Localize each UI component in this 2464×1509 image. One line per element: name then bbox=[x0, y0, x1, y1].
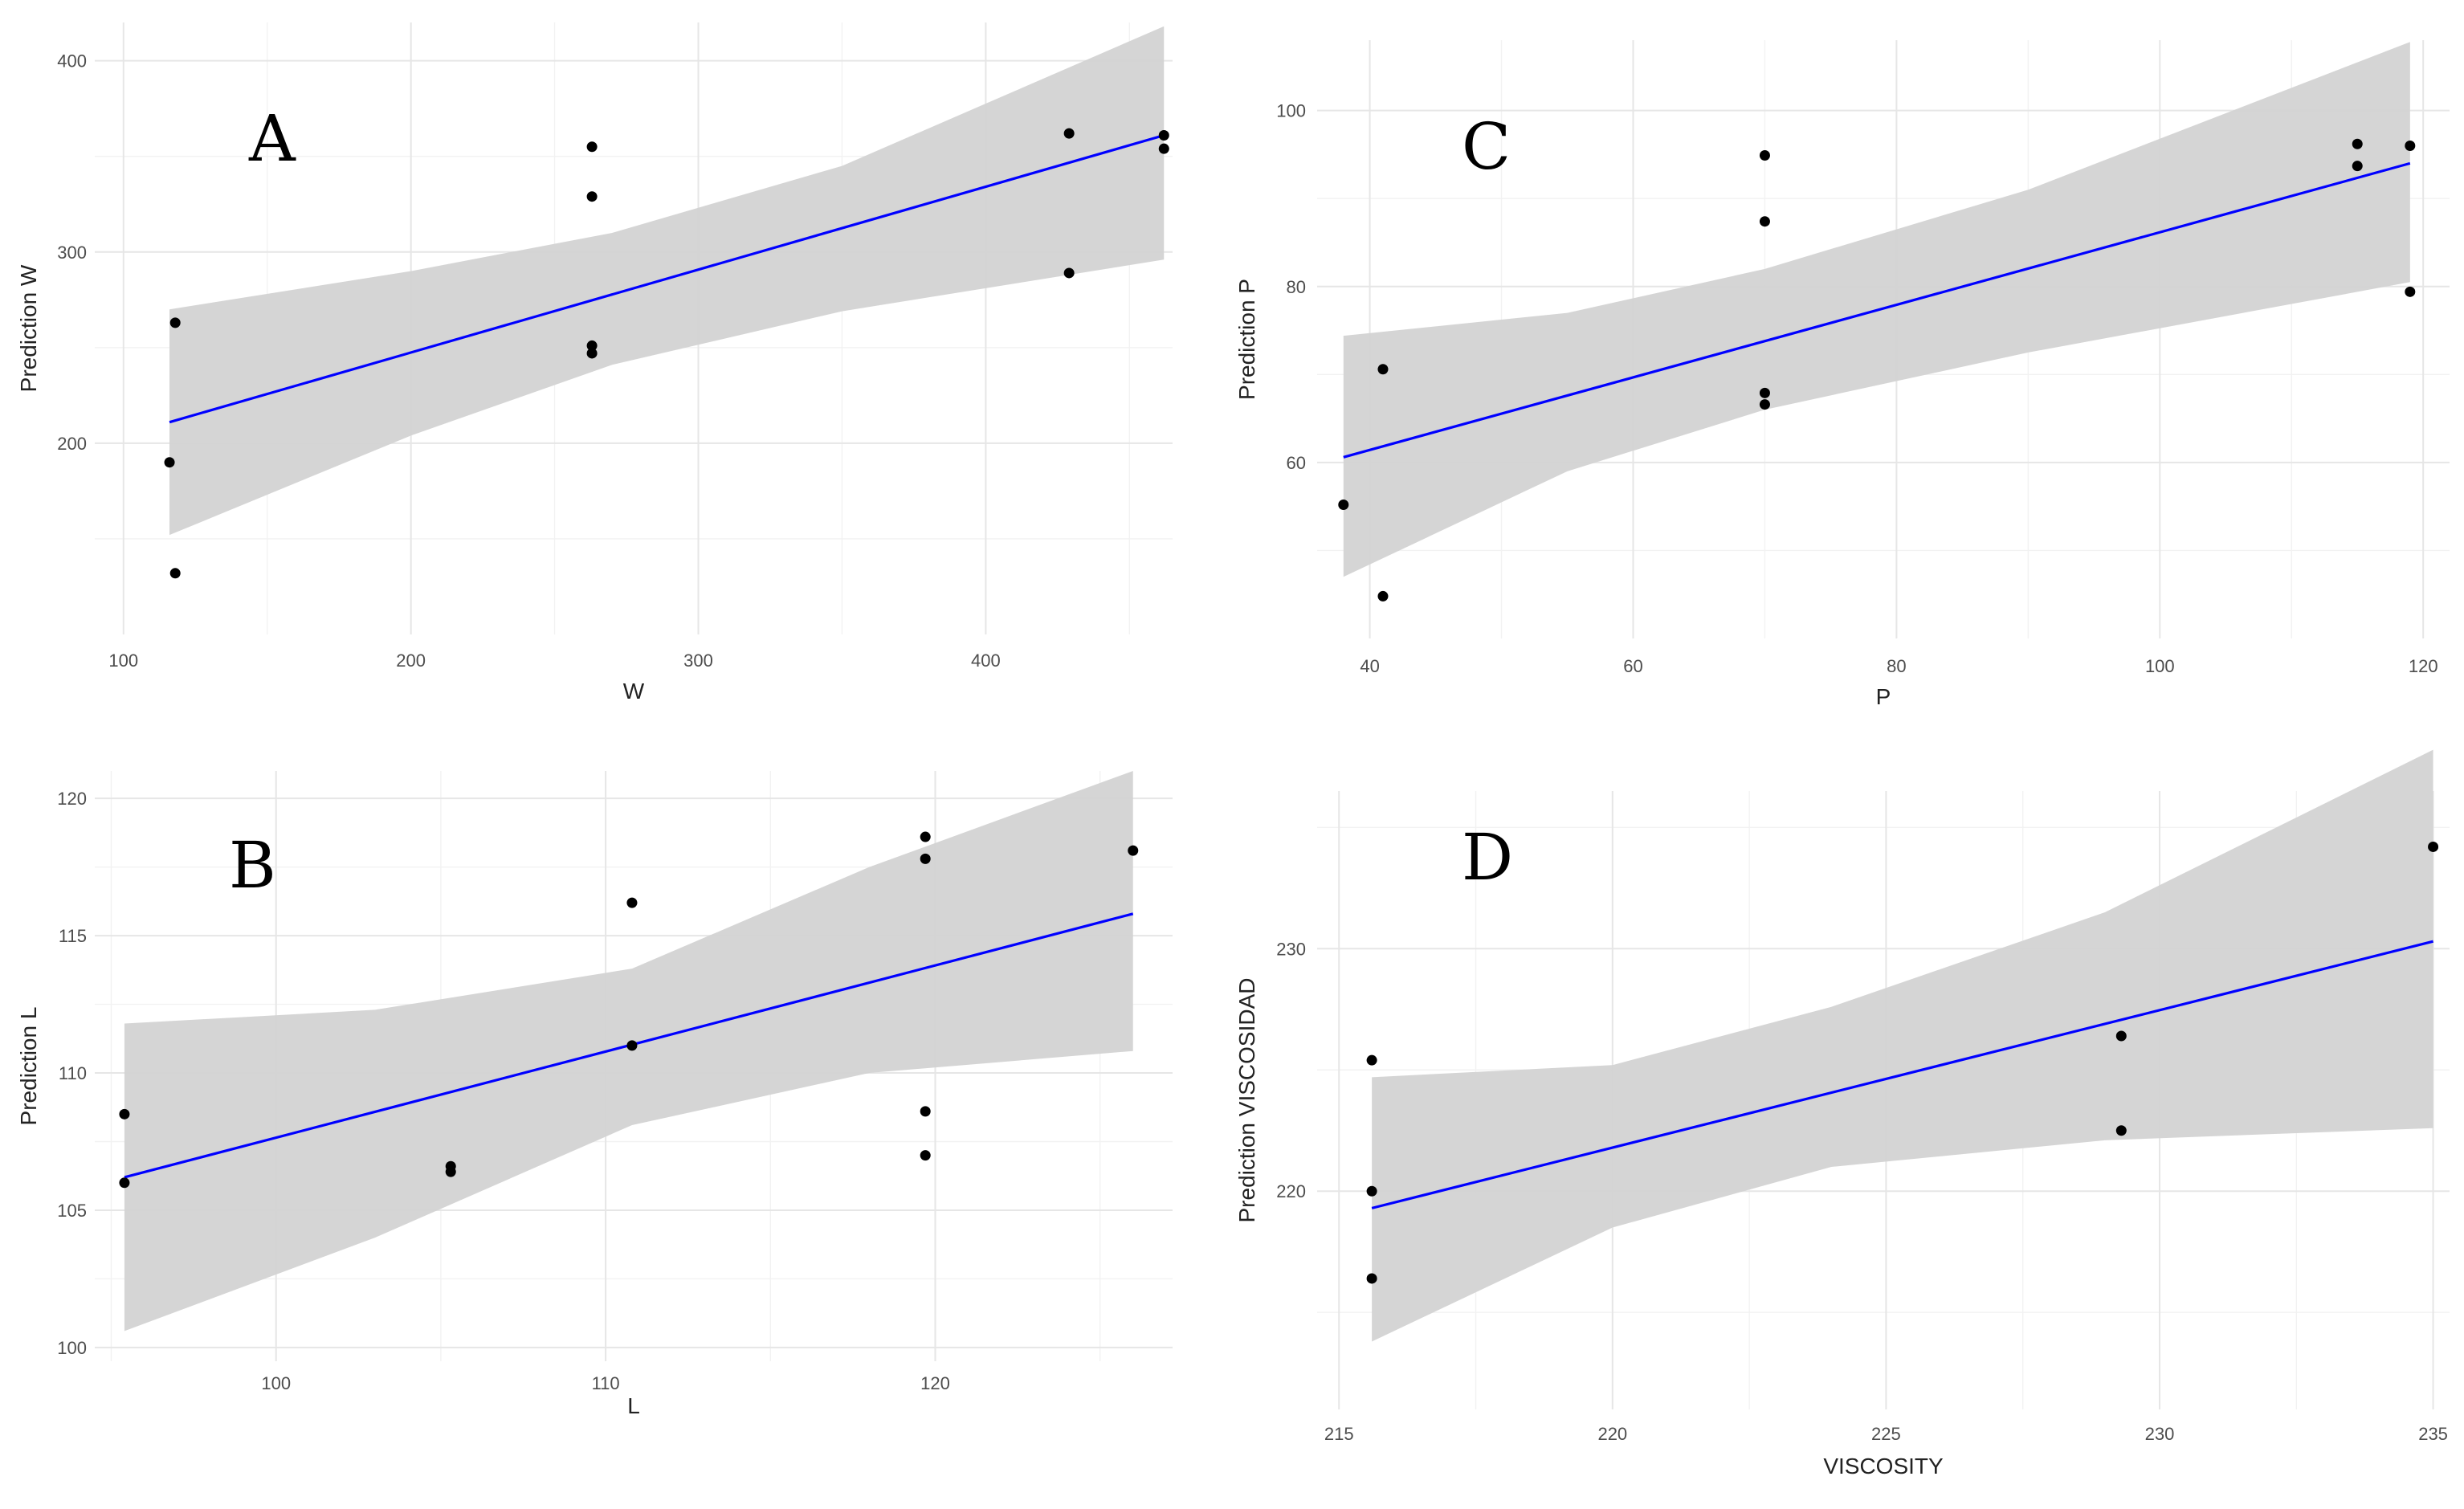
data-point bbox=[2405, 140, 2416, 151]
data-point bbox=[1377, 590, 1389, 602]
chart-c-svg: 40 60 80 100 120 60 80 100 P Prediction P C bbox=[1234, 40, 2450, 709]
data-point bbox=[164, 457, 175, 468]
x-tick-label: 215 bbox=[1324, 1424, 1354, 1444]
y-tick-label: 60 bbox=[1287, 453, 1306, 473]
y-tick-label: 100 bbox=[57, 1338, 87, 1358]
data-point bbox=[1158, 143, 1169, 154]
x-axis-title: L bbox=[627, 1393, 640, 1418]
x-tick-label: 40 bbox=[1360, 656, 1379, 676]
y-tick-label: 400 bbox=[57, 51, 87, 71]
y-tick-label: 110 bbox=[59, 1063, 87, 1083]
data-point bbox=[920, 853, 931, 864]
data-point bbox=[1338, 499, 1349, 510]
x-tick-label: 235 bbox=[2418, 1424, 2448, 1444]
data-point bbox=[586, 141, 598, 153]
y-tick-label: 200 bbox=[57, 434, 87, 454]
x-axis-title: P bbox=[1876, 684, 1891, 709]
chart-b-svg: 100 110 120 100 105 110 115 120 L Prediction L B bbox=[16, 771, 1173, 1418]
y-tick-label: 105 bbox=[57, 1201, 87, 1221]
data-point bbox=[1063, 128, 1075, 139]
data-point bbox=[445, 1166, 456, 1177]
data-point bbox=[626, 897, 638, 908]
y-tick-label: 100 bbox=[1276, 101, 1306, 121]
data-point bbox=[1366, 1054, 1377, 1066]
data-point bbox=[920, 831, 931, 842]
x-tick-label: 230 bbox=[2145, 1424, 2175, 1444]
x-tick-label: 100 bbox=[108, 651, 138, 671]
y-tick-label: 80 bbox=[1287, 277, 1306, 297]
data-point bbox=[169, 317, 181, 328]
data-point bbox=[586, 340, 598, 351]
data-point bbox=[2352, 138, 2363, 149]
chart-panel-b: 100 110 120 100 105 110 115 120 L Prediction L B bbox=[0, 727, 1189, 1425]
x-tick-label: 220 bbox=[1597, 1424, 1627, 1444]
x-tick-label: 120 bbox=[920, 1373, 950, 1393]
x-tick-label: 400 bbox=[971, 651, 1001, 671]
chart-a-svg: 100 200 300 400 200 300 400 W Prediction W A bbox=[16, 22, 1173, 704]
data-point bbox=[119, 1177, 130, 1189]
x-tick-label: 60 bbox=[1623, 656, 1642, 676]
data-point bbox=[920, 1106, 931, 1117]
data-point bbox=[2405, 286, 2416, 297]
chart-panel-a: 100 200 300 400 200 300 400 W Prediction W A bbox=[0, 0, 1189, 715]
confidence-band bbox=[124, 771, 1133, 1332]
data-point bbox=[1063, 267, 1075, 279]
regression-line bbox=[1343, 161, 2411, 459]
y-axis-title: Prediction P bbox=[1234, 279, 1259, 400]
y-tick-label: 300 bbox=[57, 243, 87, 263]
y-tick-label: 220 bbox=[1276, 1181, 1306, 1201]
data-point bbox=[586, 191, 598, 202]
data-point bbox=[626, 1040, 638, 1051]
panel-letter: B bbox=[229, 828, 276, 903]
x-tick-label: 300 bbox=[683, 651, 713, 671]
data-point bbox=[1366, 1273, 1377, 1284]
data-point bbox=[2352, 161, 2363, 172]
data-point bbox=[920, 1150, 931, 1161]
data-point bbox=[586, 348, 598, 359]
data-point bbox=[1759, 150, 1770, 161]
y-tick-label: 115 bbox=[59, 926, 87, 946]
x-tick-label: 100 bbox=[2145, 656, 2175, 676]
data-point bbox=[169, 568, 181, 579]
chart-panel-c: 40 60 80 100 120 60 80 100 P Prediction P C bbox=[1213, 0, 2464, 727]
panel-letter: A bbox=[248, 101, 296, 176]
x-tick-label: 80 bbox=[1887, 656, 1906, 676]
y-axis-title: Prediction L bbox=[16, 1007, 41, 1126]
regression-line bbox=[169, 133, 1165, 424]
y-axis-title: Prediction VISCOSIDAD bbox=[1234, 978, 1259, 1223]
x-tick-label: 120 bbox=[2409, 656, 2438, 676]
x-tick-label: 200 bbox=[396, 651, 426, 671]
data-point bbox=[2428, 841, 2439, 852]
data-point bbox=[2115, 1030, 2127, 1042]
data-point bbox=[1158, 129, 1169, 141]
x-axis-title: VISCOSITY bbox=[1823, 1454, 1944, 1478]
panel-letter: C bbox=[1462, 109, 1511, 184]
data-point bbox=[1759, 216, 1770, 227]
data-point bbox=[1759, 387, 1770, 398]
x-tick-label: 225 bbox=[1871, 1424, 1901, 1444]
x-tick-label: 100 bbox=[261, 1373, 291, 1393]
x-tick-label: 110 bbox=[592, 1373, 620, 1393]
data-point bbox=[1128, 845, 1139, 856]
regression-line bbox=[1371, 940, 2433, 1209]
data-point bbox=[2115, 1125, 2127, 1136]
data-point bbox=[1759, 399, 1770, 410]
chart-panel-d: 215 220 225 230 235 220 230 VISCOSITY Prediction… bbox=[1213, 727, 2464, 1509]
confidence-band bbox=[169, 26, 1165, 536]
y-tick-label: 120 bbox=[57, 789, 87, 809]
confidence-band bbox=[1372, 749, 2433, 1342]
data-point bbox=[1377, 364, 1389, 375]
data-point bbox=[1366, 1185, 1377, 1197]
panel-letter: D bbox=[1462, 820, 1513, 895]
data-point bbox=[119, 1108, 130, 1120]
chart-d-svg: 215 220 225 230 235 220 230 VISCOSITY Prediction… bbox=[1234, 749, 2450, 1478]
x-axis-title: W bbox=[623, 679, 645, 704]
y-axis-title: Prediction W bbox=[16, 264, 41, 392]
y-tick-label: 230 bbox=[1276, 939, 1306, 959]
